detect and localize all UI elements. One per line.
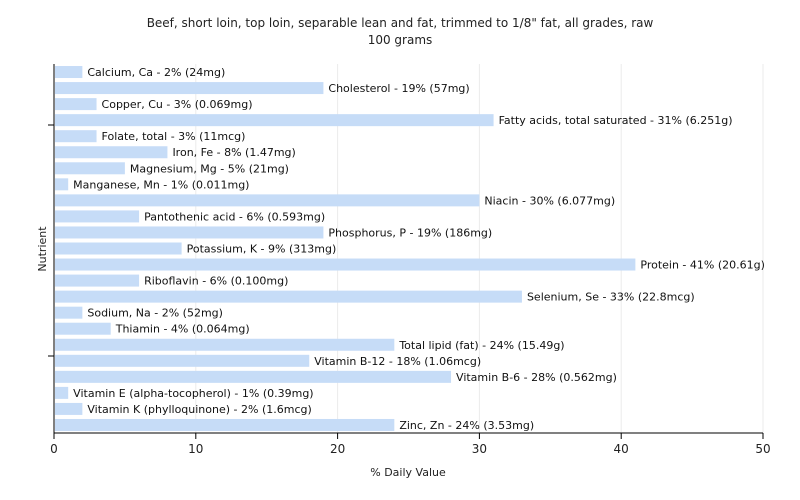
bar-label: Calcium, Ca - 2% (24mg) [87,66,225,79]
bar [55,162,125,175]
bar-label: Cholesterol - 19% (57mg) [328,82,469,95]
bar [55,386,69,399]
bar [55,82,324,95]
bar-label: Vitamin B-12 - 18% (1.06mcg) [314,355,481,368]
bar [55,322,111,335]
bar-label: Selenium, Se - 33% (22.8mcg) [527,291,695,304]
bar-label: Vitamin K (phylloquinone) - 2% (1.6mcg) [87,403,311,416]
axis-layer: 0 10 20 30 40 50 [48,64,771,456]
bar [55,194,480,207]
x-axis-title: % Daily Value [370,466,446,479]
bar [55,402,83,415]
bar [55,66,83,79]
bar [55,370,452,383]
bar-label: Manganese, Mn - 1% (0.011mg) [73,178,249,191]
bar-label: Phosphorus, P - 19% (186mg) [328,226,492,239]
bar [55,290,522,303]
x-tick-label: 10 [188,442,203,456]
bar [55,258,636,271]
x-tick-label: 20 [330,442,345,456]
bar-label: Niacin - 30% (6.077mg) [484,194,615,207]
bar [55,146,168,159]
bar-label: Iron, Fe - 8% (1.47mg) [172,146,295,159]
bar-label: Vitamin B-6 - 28% (0.562mg) [456,371,617,384]
x-tick-label: 30 [472,442,487,456]
bar-label: Magnesium, Mg - 5% (21mg) [130,162,289,175]
bar-label: Pantothenic acid - 6% (0.593mg) [144,210,325,223]
bar-label: Protein - 41% (20.61g) [640,259,765,272]
y-axis-title: Nutrient [36,226,49,272]
bar-label: Riboflavin - 6% (0.100mg) [144,275,288,288]
bar [55,226,324,239]
bar [55,130,97,143]
bar [55,338,395,351]
bar [55,178,69,191]
bar-label: Fatty acids, total saturated - 31% (6.25… [499,114,733,127]
bar-label: Copper, Cu - 3% (0.069mg) [102,98,253,111]
bar [55,114,494,127]
x-tick-label: 40 [614,442,629,456]
bar-label: Zinc, Zn - 24% (3.53mg) [399,419,534,432]
bar [55,98,97,111]
chart-subtitle: 100 grams [367,33,433,47]
bar-label: Potassium, K - 9% (313mg) [187,243,337,256]
bar [55,274,140,287]
chart-title: Beef, short loin, top loin, separable le… [146,16,654,30]
bar-layer: Calcium, Ca - 2% (24mg) Cholesterol - 19%… [55,66,765,432]
bar-label: Vitamin E (alpha-tocopherol) - 1% (0.39m… [73,387,313,400]
x-tick-label: 0 [50,442,58,456]
bar-label: Sodium, Na - 2% (52mg) [87,307,223,320]
bar [55,306,83,319]
bar [55,210,140,223]
bar-label: Total lipid (fat) - 24% (15.49g) [398,339,564,352]
x-tick-label: 50 [755,442,770,456]
bar [55,418,395,431]
bar-label: Folate, total - 3% (11mcg) [102,130,246,143]
bar-label: Thiamin - 4% (0.064mg) [115,323,250,336]
bar [55,354,310,367]
bar [55,242,182,255]
